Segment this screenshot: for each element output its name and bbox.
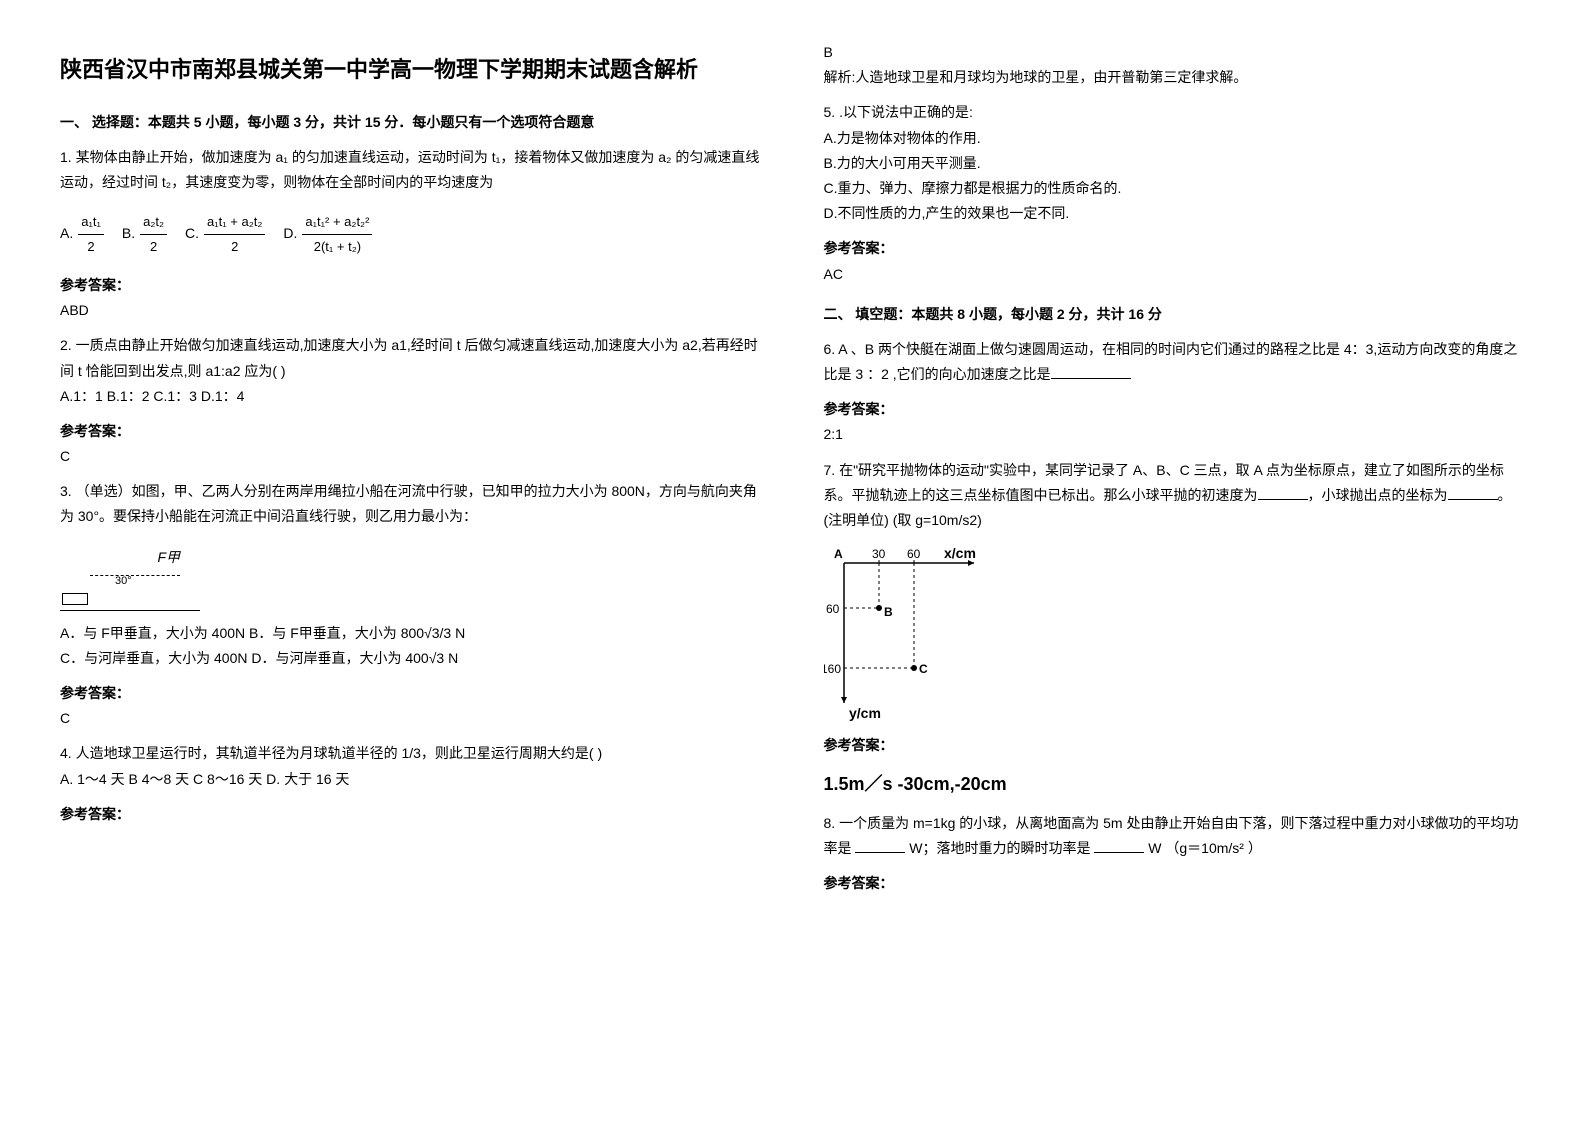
svg-text:60: 60 <box>907 547 921 561</box>
q3-diagram-boat <box>62 593 88 605</box>
q1-optD-frac: a₁t₁² + a₂t₂² 2(t₁ + t₂) <box>302 210 372 258</box>
q4-answer: B <box>824 40 1528 65</box>
question-8: 8. 一个质量为 m=1kg 的小球，从离地面高为 5m 处由静止开始自由下落，… <box>824 811 1528 897</box>
q1-optB-label: B. <box>122 221 135 246</box>
q8-answer-label: 参考答案： <box>824 871 1528 896</box>
q8-blank1 <box>855 838 905 853</box>
svg-text:60: 60 <box>826 602 840 616</box>
q3-optC: C．与河岸垂直，大小为 400N D．与河岸垂直，大小为 400√3 N <box>60 646 764 671</box>
svg-text:y/cm: y/cm <box>849 705 881 721</box>
q1-options: A. a₁t₁ 2 B. a₂t₂ 2 C. a₁t₁ + <box>60 210 764 258</box>
q5-optD: D.不同性质的力,产生的效果也一定不同. <box>824 201 1528 226</box>
q4-explain: 解析:人造地球卫星和月球均为地球的卫星，由开普勒第三定律求解。 <box>824 65 1528 90</box>
q7-answer-label: 参考答案： <box>824 733 1528 758</box>
q5-text: 5. .以下说法中正确的是: <box>824 100 1528 125</box>
section2-header: 二、 填空题：本题共 8 小题，每小题 2 分，共计 16 分 <box>824 302 1528 327</box>
q1-optC-frac: a₁t₁ + a₂t₂ 2 <box>204 210 265 258</box>
q1-optB-frac: a₂t₂ 2 <box>140 210 167 258</box>
q1-answer: ABD <box>60 298 764 323</box>
q5-optB: B.力的大小可用天平测量. <box>824 151 1528 176</box>
question-3: 3. （单选）如图，甲、乙两人分别在两岸用绳拉小船在河流中行驶，已知甲的拉力大小… <box>60 479 764 731</box>
q3-answer: C <box>60 706 764 731</box>
svg-text:160: 160 <box>824 662 841 676</box>
q7-chart: A 30 60 x/cm 60 B 160 C y/cm <box>824 543 1004 723</box>
q5-answer: AC <box>824 262 1528 287</box>
chart-point-B: B <box>884 605 893 619</box>
question-1: 1. 某物体由静止开始，做加速度为 a₁ 的匀加速直线运动，运动时间为 t₁，接… <box>60 145 764 324</box>
question-7: 7. 在"研究平抛物体的运动"实验中，某同学记录了 A、B、C 三点，取 A 点… <box>824 458 1528 801</box>
q4-options: A. 1～4 天 B 4～8 天 C 8～16 天 D. 大于 16 天 <box>60 767 764 792</box>
question-6: 6. A 、B 两个快艇在湖面上做匀速圆周运动，在相同的时间内它们通过的路程之比… <box>824 337 1528 448</box>
q8-blank2 <box>1094 838 1144 853</box>
q2-answer-label: 参考答案： <box>60 419 764 444</box>
q1-optD-label: D. <box>283 221 297 246</box>
q1-optA-label: A. <box>60 221 73 246</box>
q6-text: 6. A 、B 两个快艇在湖面上做匀速圆周运动，在相同的时间内它们通过的路程之比… <box>824 341 1518 382</box>
section1-header: 一、 选择题：本题共 5 小题，每小题 3 分，共计 15 分．每小题只有一个选… <box>60 110 764 135</box>
svg-text:30: 30 <box>872 547 886 561</box>
q4-text: 4. 人造地球卫星运行时，其轨道半径为月球轨道半径的 1/3，则此卫星运行周期大… <box>60 741 764 766</box>
q3-text: 3. （单选）如图，甲、乙两人分别在两岸用绳拉小船在河流中行驶，已知甲的拉力大小… <box>60 479 764 529</box>
q8-text2: W；落地时重力的瞬时功率是 <box>909 840 1090 856</box>
page-title: 陕西省汉中市南郑县城关第一中学高一物理下学期期末试题含解析 <box>60 50 764 90</box>
chart-point-A: A <box>834 547 843 561</box>
q3-diagram-angle: 30° <box>115 572 132 592</box>
q1-optC-label: C. <box>185 221 199 246</box>
q3-optA: A．与 F甲垂直，大小为 400N B．与 F甲垂直，大小为 800√3/3 N <box>60 621 764 646</box>
q5-optA: A.力是物体对物体的作用. <box>824 126 1528 151</box>
question-5: 5. .以下说法中正确的是: A.力是物体对物体的作用. B.力的大小可用天平测… <box>824 100 1528 286</box>
q2-options: A.1：1 B.1：2 C.1：3 D.1：4 <box>60 384 764 409</box>
q4-answer-label: 参考答案： <box>60 802 764 827</box>
question-2: 2. 一质点由静止开始做匀加速直线运动,加速度大小为 a1,经时间 t 后做匀减… <box>60 333 764 469</box>
q8-text3: W （g＝10m/s² ） <box>1148 840 1262 856</box>
q1-text: 1. 某物体由静止开始，做加速度为 a₁ 的匀加速直线运动，运动时间为 t₁，接… <box>60 145 764 195</box>
q7-text2: ，小球抛出点的坐标为 <box>1308 487 1448 503</box>
q1-answer-label: 参考答案： <box>60 273 764 298</box>
question-4: 4. 人造地球卫星运行时，其轨道半径为月球轨道半径的 1/3，则此卫星运行周期大… <box>60 741 764 827</box>
q7-blank2 <box>1448 485 1498 500</box>
q6-blank <box>1051 364 1131 379</box>
q7-blank1 <box>1258 485 1308 500</box>
q1-optA-frac: a₁t₁ 2 <box>78 210 104 258</box>
q3-answer-label: 参考答案： <box>60 681 764 706</box>
chart-point-C: C <box>919 662 928 676</box>
q3-diagram-f: F甲 <box>157 545 180 570</box>
q6-answer-label: 参考答案： <box>824 397 1528 422</box>
svg-text:x/cm: x/cm <box>944 545 976 561</box>
q7-answer: 1.5m／s -30cm,-20cm <box>824 768 1528 800</box>
q5-optC: C.重力、弹力、摩擦力都是根据力的性质命名的. <box>824 176 1528 201</box>
q6-answer: 2:1 <box>824 422 1528 447</box>
q5-answer-label: 参考答案： <box>824 236 1528 261</box>
q2-answer: C <box>60 444 764 469</box>
q3-diagram-line <box>90 575 180 576</box>
q3-diagram: F甲 30° <box>60 540 200 611</box>
q2-text: 2. 一质点由静止开始做匀加速直线运动,加速度大小为 a1,经时间 t 后做匀减… <box>60 333 764 383</box>
